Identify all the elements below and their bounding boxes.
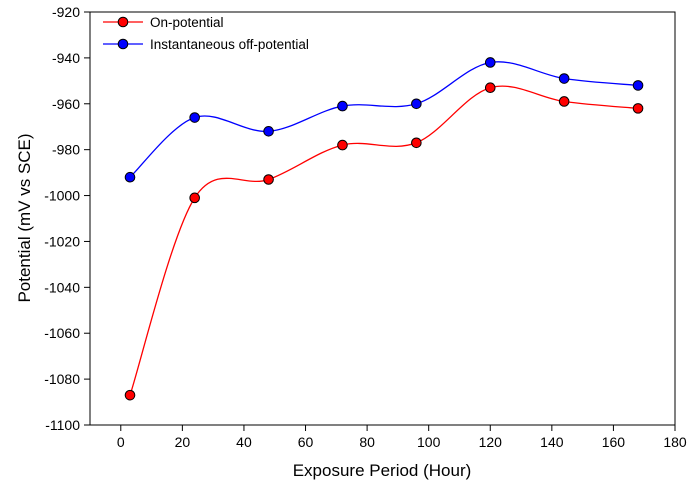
off-potential-point	[411, 98, 422, 110]
on-potential-point	[411, 137, 422, 149]
off-potential-point	[337, 100, 348, 112]
legend: On-potential Instantaneous off-potential	[103, 15, 309, 52]
legend-marker-off-potential	[117, 38, 129, 50]
x-tick-label: 160	[602, 434, 626, 450]
y-tick-label: -920	[52, 4, 80, 20]
legend-entry-on-potential: On-potential	[103, 15, 224, 30]
y-tick-label: -1040	[44, 279, 80, 295]
x-tick-label: 180	[663, 434, 687, 450]
y-axis-title: Potential (mV vs SCE)	[15, 133, 34, 302]
x-axis-title: Exposure Period (Hour)	[293, 461, 472, 480]
y-tick-label: -960	[52, 96, 80, 112]
plot-frame	[89, 11, 676, 426]
y-tick-label: -1020	[44, 233, 80, 249]
x-tick-label: 0	[117, 434, 125, 450]
legend-entry-off-potential: Instantaneous off-potential	[103, 37, 309, 52]
x-tick-label: 120	[479, 434, 503, 450]
legend-marker-on-potential	[117, 16, 129, 28]
series-on-potential	[124, 82, 644, 401]
series-layer	[124, 57, 644, 401]
y-tick-label: -1060	[44, 325, 80, 341]
x-tick-label: 60	[298, 434, 314, 450]
on-potential-point	[337, 139, 348, 151]
off-potential-point	[263, 126, 274, 137]
on-potential-point	[558, 96, 570, 107]
off-potential-point	[632, 80, 644, 91]
off-potential-point	[484, 57, 496, 68]
on-potential-point	[189, 192, 200, 204]
x-tick-label: 40	[236, 434, 252, 450]
legend-label-on-potential: On-potential	[150, 15, 224, 30]
y-tick-label: -1100	[45, 417, 80, 433]
y-tick-label: -1000	[44, 188, 80, 204]
on-potential-point	[484, 82, 496, 94]
on-potential-line	[129, 85, 639, 396]
x-axis: 0 20 40 60 80 100 120 140 160 180	[117, 425, 687, 450]
x-tick-label: 100	[417, 434, 441, 450]
series-off-potential	[124, 57, 644, 183]
off-potential-point	[189, 112, 200, 123]
off-potential-point	[124, 171, 136, 183]
x-tick-label: 80	[359, 434, 375, 450]
legend-label-off-potential: Instantaneous off-potential	[150, 37, 309, 52]
on-potential-point	[263, 174, 274, 185]
on-potential-point	[632, 103, 644, 114]
y-tick-label: -940	[52, 50, 80, 66]
x-tick-label: 140	[540, 434, 564, 450]
x-tick-label: 20	[175, 434, 191, 450]
y-tick-label: -1080	[44, 371, 80, 387]
off-potential-point	[558, 73, 570, 84]
y-axis: -920 -940 -960 -980 -1000 -1020 -1040 -1060 -108…	[44, 4, 90, 433]
y-tick-label: -980	[52, 142, 80, 158]
on-potential-point	[124, 389, 136, 401]
